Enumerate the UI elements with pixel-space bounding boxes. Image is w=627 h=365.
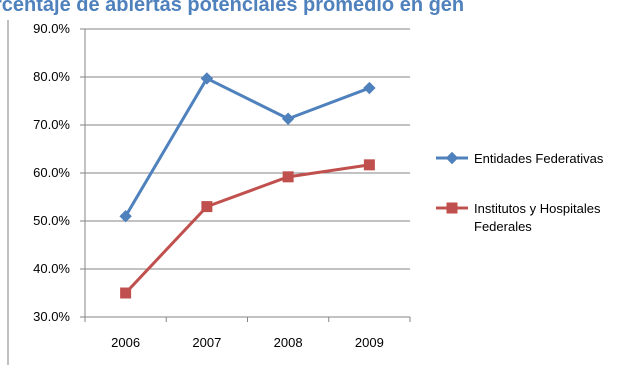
chart-title: rcentaje de abiertas potenciales promedi… [0,0,464,16]
legend-marker-entidades-federativas [445,151,459,165]
legend: Entidades Federativas Institutos y Hospit… [436,151,604,234]
x-tick-label: 2009 [355,335,384,350]
y-tick-label: 80.0% [33,69,70,84]
data-point-entidades-federativas [363,81,376,95]
data-point-entidades-federativas [281,112,295,125]
data-point-institutos-hospitales [363,159,375,171]
legend-label-entidades-federativas: Entidades Federativas [474,151,604,166]
x-axis-ticks: 2006 2007 2008 2009 [84,317,411,350]
data-point-entidades-federativas [119,209,132,223]
series-line-institutos-hospitales [124,163,370,295]
y-tick-label: 70.0% [33,117,70,132]
series-line-entidades-federativas [124,76,370,217]
data-point-institutos-hospitales [120,287,132,299]
series-group [119,72,376,299]
legend-label-institutos-hospitales: Institutos y Hospitales [474,201,601,216]
y-tick-label: 90.0% [33,21,70,36]
data-point-entidades-federativas [200,72,214,85]
y-tick-label: 60.0% [33,165,70,180]
data-point-institutos-hospitales [201,201,213,213]
x-tick-label: 2008 [274,335,303,350]
data-point-institutos-hospitales [282,171,294,183]
y-axis-ticks: 90.0% 80.0% 70.0% 60.0% 50.0% 40.0% 30.0% [33,21,85,324]
gridlines [85,28,410,270]
legend-marker-institutos-hospitales [446,202,458,214]
y-tick-label: 40.0% [33,261,70,276]
y-tick-label: 30.0% [33,309,70,324]
x-tick-label: 2006 [111,335,140,350]
legend-label-institutos-hospitales: Federales [474,219,532,234]
y-tick-label: 50.0% [33,213,70,228]
x-tick-label: 2007 [192,335,221,350]
